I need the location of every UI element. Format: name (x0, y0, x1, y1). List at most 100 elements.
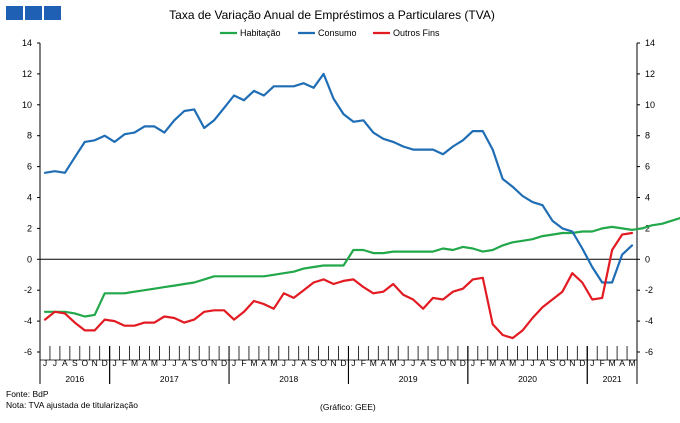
legend-label: Outros Fins (393, 28, 440, 38)
month-label: M (131, 358, 138, 368)
month-label: J (401, 358, 405, 368)
month-label: N (211, 358, 217, 368)
month-label: M (151, 358, 158, 368)
month-label: J (530, 358, 534, 368)
month-label: S (430, 358, 436, 368)
logo-block (44, 6, 61, 20)
y-tick-label-left: 6 (27, 162, 32, 172)
y-tick-label-left: 2 (27, 223, 32, 233)
month-label: J (232, 358, 236, 368)
y-tick-label-right: -2 (645, 285, 653, 295)
month-label: A (142, 358, 148, 368)
logo-block (6, 6, 23, 20)
month-label: J (113, 358, 117, 368)
month-label: J (53, 358, 57, 368)
month-label: A (301, 358, 307, 368)
y-tick-label-right: -6 (645, 347, 653, 357)
y-tick-label-right: 6 (645, 162, 650, 172)
month-label: F (122, 358, 127, 368)
y-tick-label-left: 12 (22, 69, 32, 79)
year-label: 2020 (518, 374, 537, 384)
month-label: N (569, 358, 575, 368)
month-label: O (81, 358, 88, 368)
month-label: O (320, 358, 327, 368)
chart-title: Taxa de Variação Anual de Empréstimos a … (169, 8, 495, 22)
month-label: D (221, 358, 227, 368)
y-tick-label-right: 2 (645, 223, 650, 233)
month-label: M (390, 358, 397, 368)
month-label: O (201, 358, 208, 368)
month-label: A (62, 358, 68, 368)
month-label: J (471, 358, 475, 368)
month-label: M (609, 358, 616, 368)
y-tick-label-left: -2 (24, 285, 32, 295)
month-label: J (520, 358, 524, 368)
month-label: M (509, 358, 516, 368)
gee-logo (6, 6, 61, 20)
month-label: F (241, 358, 246, 368)
month-label: N (330, 358, 336, 368)
y-tick-label-right: 4 (645, 193, 650, 203)
year-label: 2017 (160, 374, 179, 384)
y-tick-label-right: -4 (645, 316, 653, 326)
month-label: F (361, 358, 366, 368)
month-label: A (540, 358, 546, 368)
month-label: S (311, 358, 317, 368)
year-label: 2016 (65, 374, 84, 384)
month-label: N (92, 358, 98, 368)
y-tick-label-right: 10 (645, 100, 655, 110)
logo-block (25, 6, 42, 20)
y-tick-label-right: 12 (645, 69, 655, 79)
month-label: A (619, 358, 625, 368)
month-label: F (480, 358, 485, 368)
month-label: A (500, 358, 506, 368)
y-tick-label-right: 14 (645, 38, 655, 48)
y-tick-label-right: 8 (645, 131, 650, 141)
source-note: Fonte: BdP (6, 389, 49, 399)
series-line-consumo (43, 72, 634, 284)
month-label: D (579, 358, 585, 368)
year-label: 2021 (603, 374, 622, 384)
month-label: O (559, 358, 566, 368)
y-tick-label-left: 8 (27, 131, 32, 141)
month-label: M (489, 358, 496, 368)
legend: Habitação Consumo Outros Fins (220, 28, 440, 38)
month-label: F (600, 358, 605, 368)
month-label: J (172, 358, 176, 368)
month-label: J (162, 358, 166, 368)
y-tick-label-right: 0 (645, 254, 650, 264)
y-tick-label-left: 10 (22, 100, 32, 110)
month-label: A (380, 358, 386, 368)
series-line-outros-fins (43, 231, 634, 340)
month-label: J (292, 358, 296, 368)
footnote: Nota: TVA ajustada de titularização (6, 400, 138, 410)
month-label: N (450, 358, 456, 368)
y-tick-label-left: 4 (27, 193, 32, 203)
month-label: M (628, 358, 635, 368)
month-label: M (270, 358, 277, 368)
month-label: S (191, 358, 197, 368)
legend-label: Consumo (318, 28, 357, 38)
month-label: M (370, 358, 377, 368)
y-tick-label-left: 0 (27, 254, 32, 264)
month-label: A (420, 358, 426, 368)
y-tick-label-left: -4 (24, 316, 32, 326)
month-label: D (102, 358, 108, 368)
y-tick-label-left: -6 (24, 347, 32, 357)
month-label: J (590, 358, 594, 368)
month-label: A (261, 358, 267, 368)
month-label: S (550, 358, 556, 368)
legend-label: Habitação (240, 28, 281, 38)
month-label: O (440, 358, 447, 368)
month-label: A (181, 358, 187, 368)
chart-credit: (Gráfico: GEE) (320, 402, 376, 412)
month-label: J (43, 358, 47, 368)
month-label: S (72, 358, 78, 368)
series-line-habita-o (43, 217, 680, 318)
y-tick-label-left: 14 (22, 38, 32, 48)
month-label: D (460, 358, 466, 368)
year-label: 2019 (399, 374, 418, 384)
month-label: J (411, 358, 415, 368)
